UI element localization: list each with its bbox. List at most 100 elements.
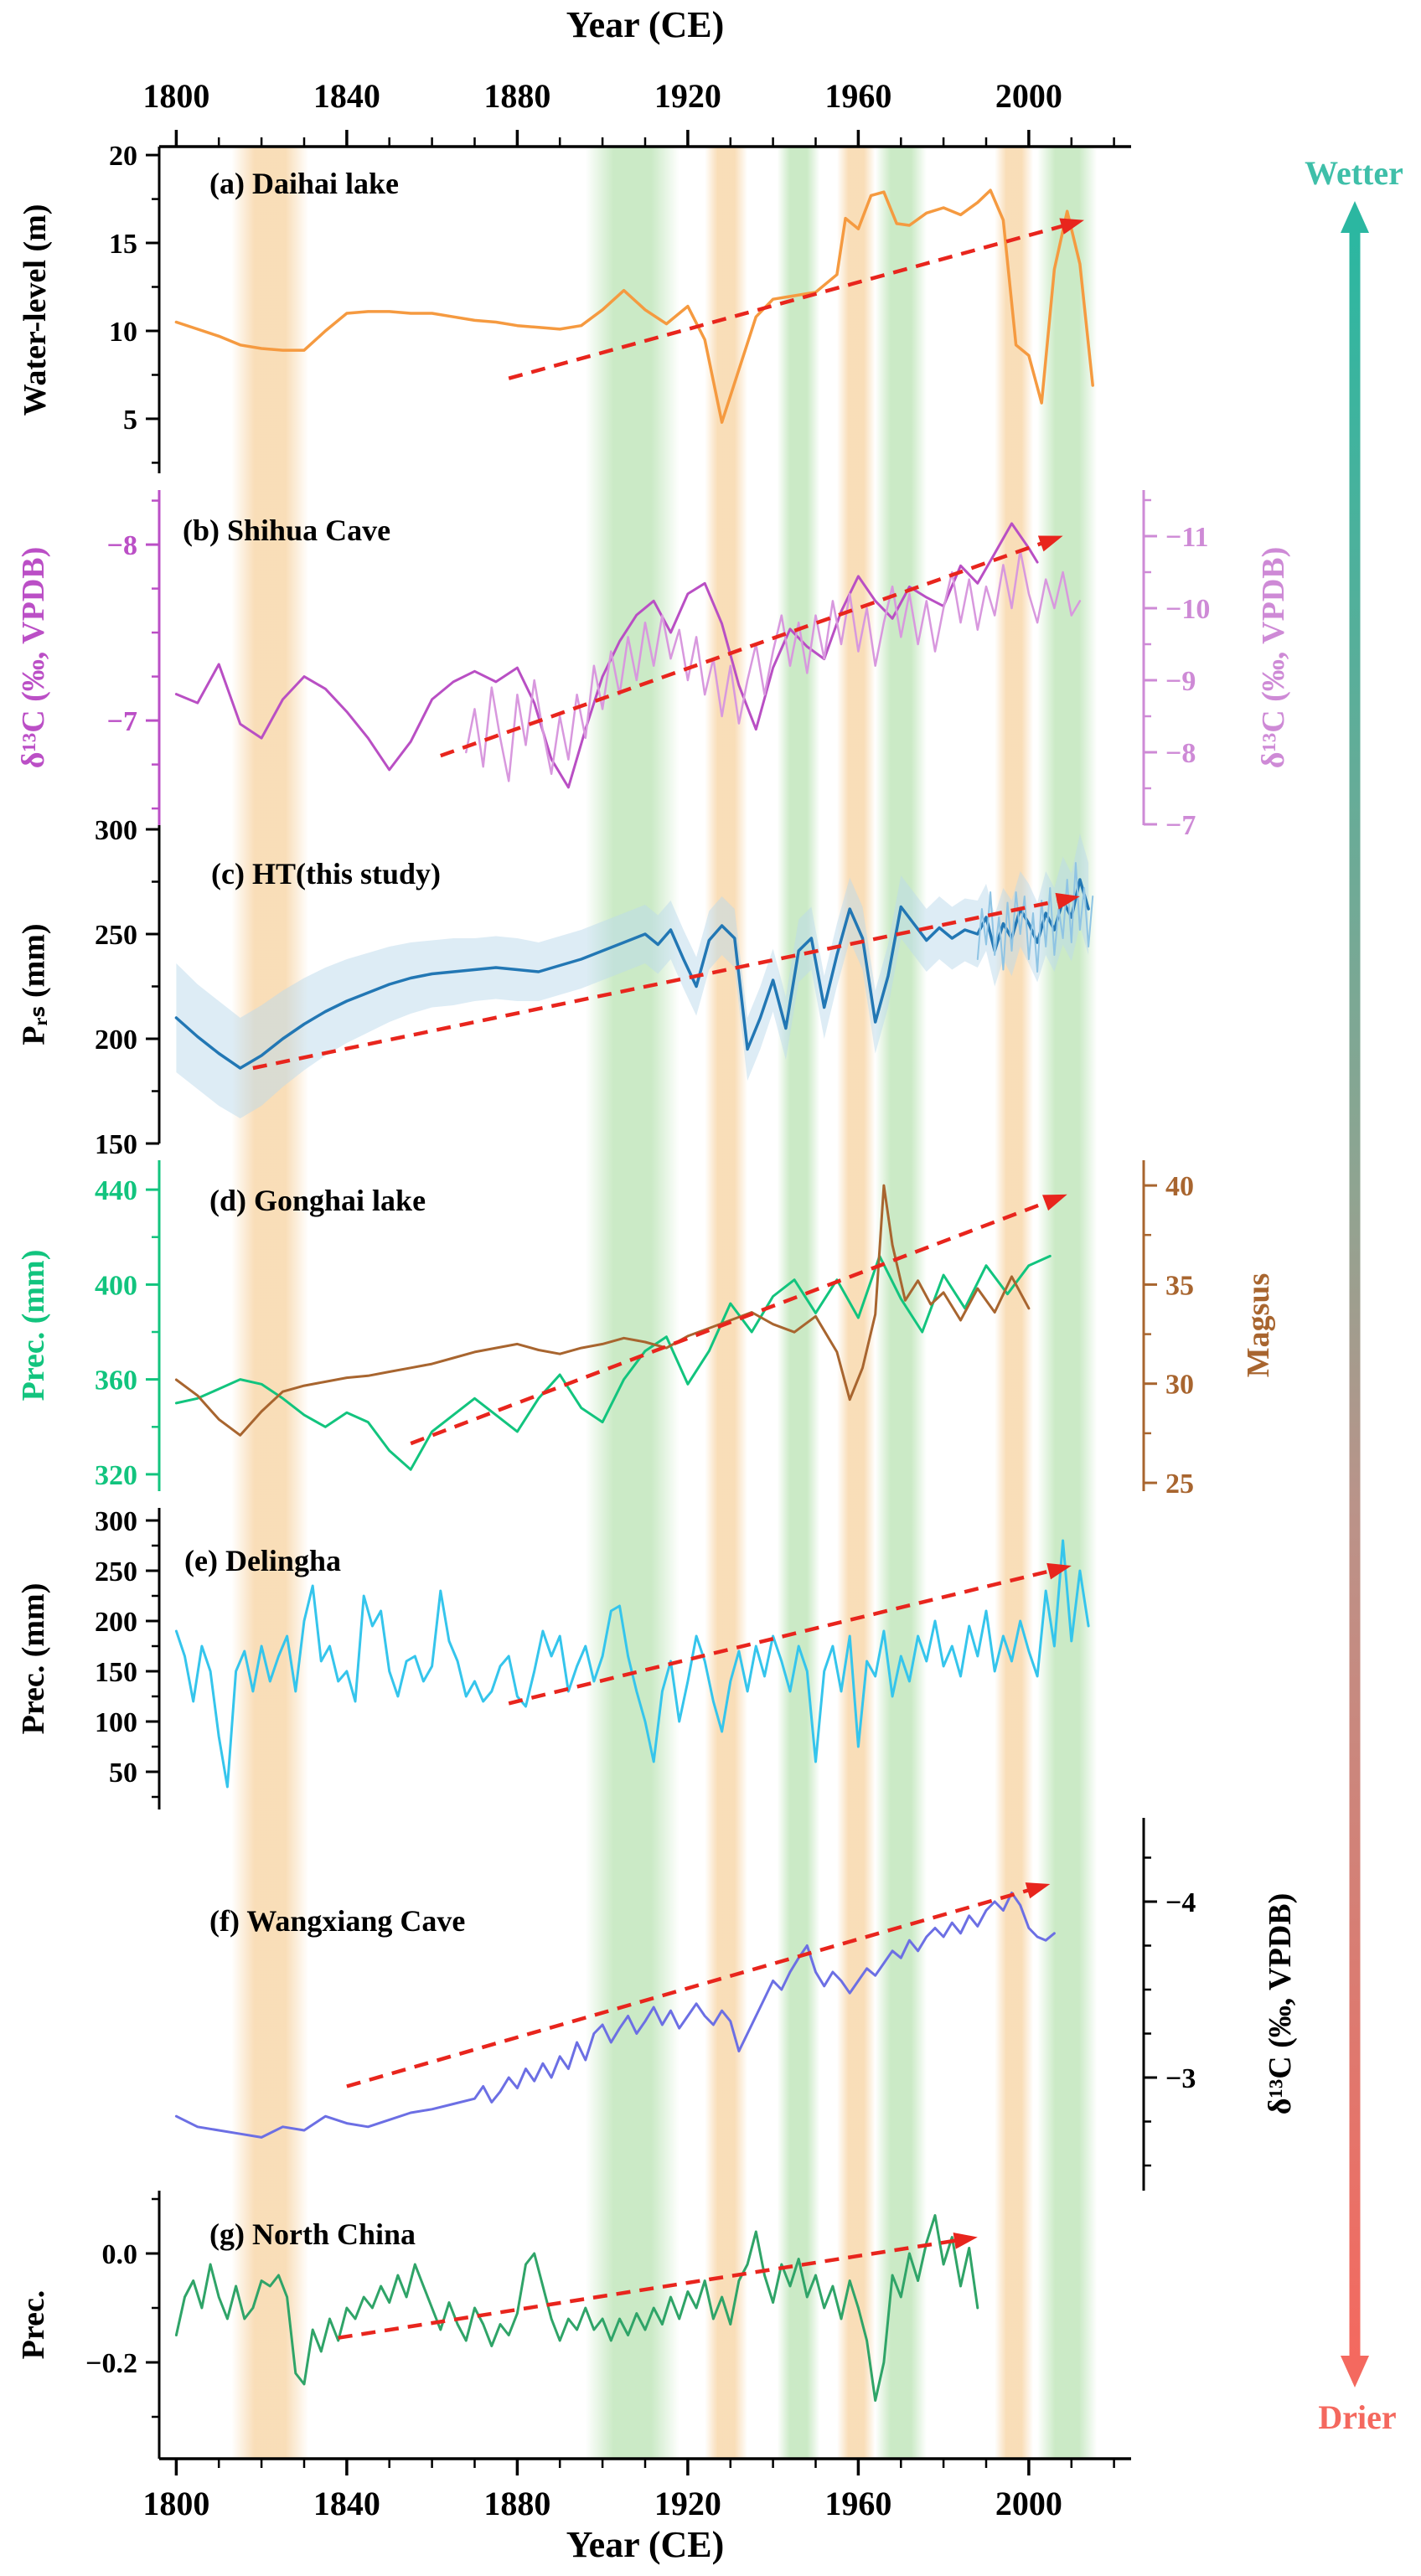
x-axis-bottom: 1800 1840 1880 1920 1960 2000 xyxy=(142,2457,1131,2522)
y-axis-title-c: Pᵣₛ (mm) xyxy=(16,923,52,1045)
svg-text:−8: −8 xyxy=(107,530,137,561)
svg-text:−10: −10 xyxy=(1165,594,1210,625)
y-axis-e-left: 300 250 200 150 100 50 xyxy=(95,1506,161,1809)
trend-arrow-f xyxy=(346,1882,1051,2088)
x-axis-title-bottom: Year (CE) xyxy=(566,2524,725,2565)
panel-label-f: (f) Wangxiang Cave xyxy=(209,1904,466,1938)
svg-text:2000: 2000 xyxy=(995,2485,1062,2522)
y-axis-d-right: 40 35 30 25 xyxy=(1142,1160,1194,1500)
svg-text:1800: 1800 xyxy=(142,77,209,115)
drier-label: Drier xyxy=(1318,2398,1397,2436)
wetter-drier-arrow xyxy=(1341,201,1369,2388)
highlight-band-orange xyxy=(705,147,748,2459)
svg-text:320: 320 xyxy=(95,1460,137,1491)
y-axis-a-left: 20 15 10 5 xyxy=(109,141,161,473)
y-axis-d-left: 440 400 360 320 xyxy=(95,1160,161,1491)
svg-text:300: 300 xyxy=(95,815,137,846)
svg-text:−9: −9 xyxy=(1165,666,1196,697)
panel-label-e: (e) Delingha xyxy=(184,1544,341,1577)
y-axis-g-left: 0.0 −0.2 xyxy=(85,2191,161,2459)
highlight-band-green xyxy=(875,147,927,2459)
y-axis-title-d-right: Magsus xyxy=(1241,1273,1276,1378)
svg-text:300: 300 xyxy=(95,1506,137,1537)
y-axis-title-b-right: δ¹³C (‰, VPDB) xyxy=(1256,546,1291,769)
svg-text:400: 400 xyxy=(95,1270,137,1301)
svg-text:1800: 1800 xyxy=(142,2485,209,2522)
panel-label-b: (b) Shihua Cave xyxy=(183,514,391,547)
svg-text:1880: 1880 xyxy=(483,2485,550,2522)
svg-text:−3: −3 xyxy=(1165,2063,1196,2094)
y-axis-title-g: Prec. xyxy=(16,2289,51,2360)
svg-text:35: 35 xyxy=(1165,1270,1194,1301)
series-g-0 xyxy=(174,2214,979,2402)
y-axis-title-b-left: δ¹³C (‰, VPDB) xyxy=(16,546,51,769)
svg-text:−7: −7 xyxy=(107,706,137,737)
x-axis-title-top: Year (CE) xyxy=(566,4,725,45)
svg-text:10: 10 xyxy=(109,317,137,348)
series-c-0 xyxy=(174,878,1090,1070)
trend-arrow-e xyxy=(508,1562,1072,1706)
panel-label-d: (d) Gonghai lake xyxy=(209,1184,426,1217)
y-axis-title-a: Water-level (m) xyxy=(18,204,53,416)
uncertainty-band-c xyxy=(176,834,1089,1118)
svg-text:2000: 2000 xyxy=(995,77,1062,115)
svg-text:−8: −8 xyxy=(1165,738,1196,769)
y-axis-title-f-right: δ¹³C (‰, VPDB) xyxy=(1263,1892,1298,2115)
svg-text:200: 200 xyxy=(95,1607,137,1638)
trend-arrow-g xyxy=(338,2233,978,2340)
x-axis-top: 1800 1840 1880 1920 1960 2000 xyxy=(142,77,1131,148)
svg-text:250: 250 xyxy=(95,920,137,951)
arrow-head-down xyxy=(1341,2356,1369,2388)
svg-text:150: 150 xyxy=(95,1129,137,1160)
y-axis-f-right: −4 −3 xyxy=(1142,1818,1196,2191)
svg-text:25: 25 xyxy=(1165,1469,1194,1500)
svg-text:15: 15 xyxy=(109,229,137,260)
svg-text:30: 30 xyxy=(1165,1370,1194,1401)
arrow-head-up xyxy=(1341,201,1369,233)
series-c-1 xyxy=(976,862,1094,973)
svg-text:440: 440 xyxy=(95,1175,137,1206)
y-axis-title-e: Prec. (mm) xyxy=(16,1582,51,1735)
svg-text:200: 200 xyxy=(95,1025,137,1056)
series-d-0 xyxy=(174,1254,1052,1471)
trend-arrow-b xyxy=(440,535,1063,758)
highlight-band-green xyxy=(777,147,820,2459)
svg-text:20: 20 xyxy=(109,141,137,172)
svg-text:0.0: 0.0 xyxy=(102,2239,138,2270)
svg-text:50: 50 xyxy=(109,1758,137,1789)
y-axis-b-right: −11 −10 −9 −8 −7 xyxy=(1142,490,1210,841)
svg-text:150: 150 xyxy=(95,1657,137,1688)
svg-text:−7: −7 xyxy=(1165,810,1196,841)
highlight-band-green xyxy=(585,147,679,2459)
svg-text:5: 5 xyxy=(123,405,137,436)
series-b-1 xyxy=(465,549,1082,782)
svg-text:1960: 1960 xyxy=(824,2485,891,2522)
svg-text:40: 40 xyxy=(1165,1171,1194,1202)
svg-text:1960: 1960 xyxy=(824,77,891,115)
svg-text:1920: 1920 xyxy=(654,77,721,115)
trend-arrow-a xyxy=(508,218,1084,380)
highlight-band-green xyxy=(1037,147,1098,2459)
y-axis-b-left: −8 −7 xyxy=(107,490,161,825)
svg-text:1920: 1920 xyxy=(654,2485,721,2522)
series-a-0 xyxy=(174,188,1094,424)
svg-text:360: 360 xyxy=(95,1365,137,1396)
wetter-label: Wetter xyxy=(1305,154,1403,192)
trend-arrow-d xyxy=(410,1194,1067,1446)
series-f-0 xyxy=(174,1892,1056,2139)
series-d-1 xyxy=(174,1184,1031,1437)
svg-text:−4: −4 xyxy=(1165,1887,1196,1918)
highlight-band-orange xyxy=(231,147,309,2459)
panel-label-c: (c) HT(this study) xyxy=(211,857,442,891)
svg-text:−0.2: −0.2 xyxy=(85,2348,137,2379)
svg-text:−11: −11 xyxy=(1165,522,1209,553)
svg-text:1880: 1880 xyxy=(483,77,550,115)
trend-arrow-c xyxy=(252,892,1080,1071)
svg-text:100: 100 xyxy=(95,1707,137,1738)
svg-text:250: 250 xyxy=(95,1556,137,1587)
y-axis-c-left: 300 250 200 150 xyxy=(95,815,161,1160)
highlight-band-orange xyxy=(836,147,876,2459)
panel-label-a: (a) Daihai lake xyxy=(209,167,400,200)
